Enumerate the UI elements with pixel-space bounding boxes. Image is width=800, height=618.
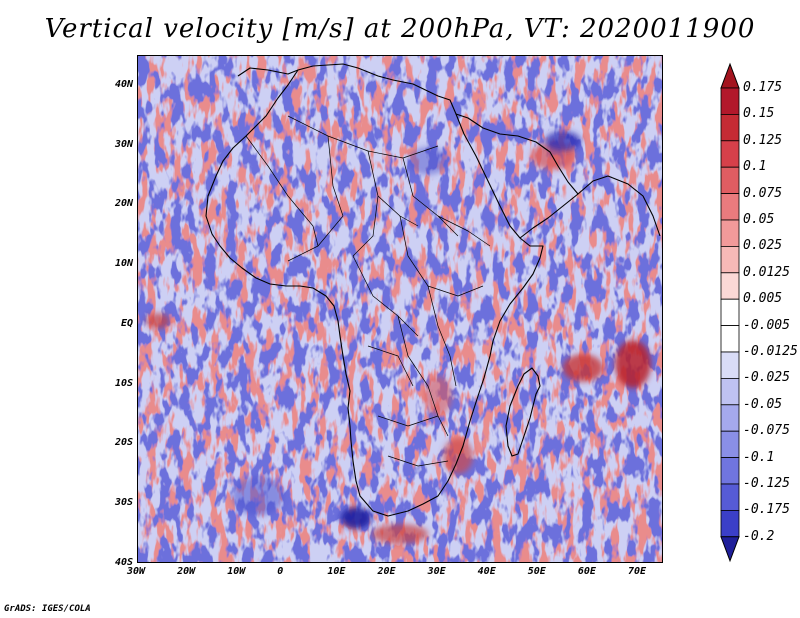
lat-tick-label: 10N — [114, 258, 133, 270]
strong-downdraft-cells — [232, 131, 581, 529]
colorbar-level-label: 0.075 — [743, 185, 783, 201]
lat-tick-label: 40N — [114, 78, 133, 90]
colorbar-level-label: 0.15 — [743, 106, 775, 122]
colorbar-level-label: 0.125 — [743, 132, 783, 148]
lat-tick-label: 10S — [114, 377, 133, 389]
lon-tick-label: 30W — [127, 566, 146, 577]
map-title: Vertical velocity [m/s] at 200hPa, VT: 2… — [44, 14, 756, 44]
africa-coastline — [205, 63, 544, 517]
arabian-coastline — [455, 113, 579, 239]
colorbar-swatch — [720, 404, 740, 432]
colorbar-swatch — [720, 377, 740, 406]
colorbar-swatch — [720, 272, 740, 300]
lat-tick-label: 20N — [114, 198, 133, 210]
colorbar-swatch — [720, 166, 740, 194]
lon-tick-label: 50E — [527, 566, 546, 577]
colorbar-level-label: -0.2 — [743, 528, 775, 544]
lon-tick-label: 20E — [377, 566, 396, 577]
internal-borders — [245, 115, 491, 467]
colorbar-swatch — [720, 219, 740, 247]
lat-tick-label: EQ — [120, 317, 133, 329]
map-panel — [137, 55, 663, 563]
colorbar-level-label: -0.175 — [743, 502, 790, 518]
lat-tick-label: 20S — [114, 437, 133, 449]
coastlines-and-borders — [205, 63, 661, 517]
iberia-coastline — [237, 67, 299, 77]
colorbar-swatch — [720, 140, 740, 168]
colorbar-swatch — [720, 298, 740, 327]
colorbar-level-label: -0.0125 — [743, 344, 798, 359]
colorbar-swatch — [720, 325, 740, 353]
colorbar-swatch — [720, 430, 740, 459]
lat-tick-label: 30N — [114, 138, 133, 150]
colorbar-swatch — [720, 114, 740, 142]
lon-tick-label: 0 — [277, 566, 284, 577]
lon-tick-label: 20W — [177, 566, 196, 577]
colorbar-swatch — [720, 457, 740, 485]
colorbar-swatch — [720, 193, 740, 221]
colorbar-level-label: 0.0125 — [743, 264, 790, 280]
asia-coastline — [577, 175, 661, 237]
lon-tick-label: 40E — [477, 566, 496, 577]
lon-tick-label: 60E — [577, 566, 596, 577]
colorbar-swatch — [720, 87, 740, 115]
colorbar-level-label: -0.05 — [743, 396, 783, 412]
colorbar-level-label: -0.025 — [743, 370, 790, 386]
colorbar-swatch — [720, 509, 740, 538]
lon-tick-label: 70E — [627, 566, 646, 577]
lon-tick-label: 30E — [427, 566, 446, 577]
velocity-background — [138, 56, 662, 562]
colorbar-level-label: -0.1 — [743, 449, 775, 465]
lat-tick-label: 30S — [114, 497, 133, 509]
grads-credit: GrADS: IGES/COLA — [4, 604, 91, 614]
colorbar-swatch — [720, 245, 740, 274]
colorbar-swatch — [720, 483, 740, 511]
colorbar-over-arrow — [720, 62, 740, 89]
colorbar-level-label: 0.1 — [743, 159, 767, 175]
colorbar-level-label: -0.005 — [743, 317, 790, 333]
colorbar-under-arrow — [720, 536, 740, 563]
velocity-field-map — [138, 56, 662, 562]
colorbar-level-label: 0.175 — [743, 80, 783, 95]
colorbar-level-label: -0.075 — [743, 423, 790, 439]
colorbar-level-label: 0.025 — [743, 238, 783, 254]
strong-updraft-cells — [146, 142, 651, 544]
colorbar-level-label: 0.05 — [743, 212, 775, 227]
colorbar-level-label: -0.125 — [743, 476, 790, 491]
lon-tick-label: 10W — [227, 566, 246, 577]
madagascar-coastline — [505, 367, 541, 457]
colorbar-level-label: 0.005 — [743, 291, 783, 307]
lon-tick-label: 10E — [327, 566, 346, 577]
colorbar-swatch — [720, 351, 740, 379]
lat-tick-label: 40S — [114, 557, 133, 568]
